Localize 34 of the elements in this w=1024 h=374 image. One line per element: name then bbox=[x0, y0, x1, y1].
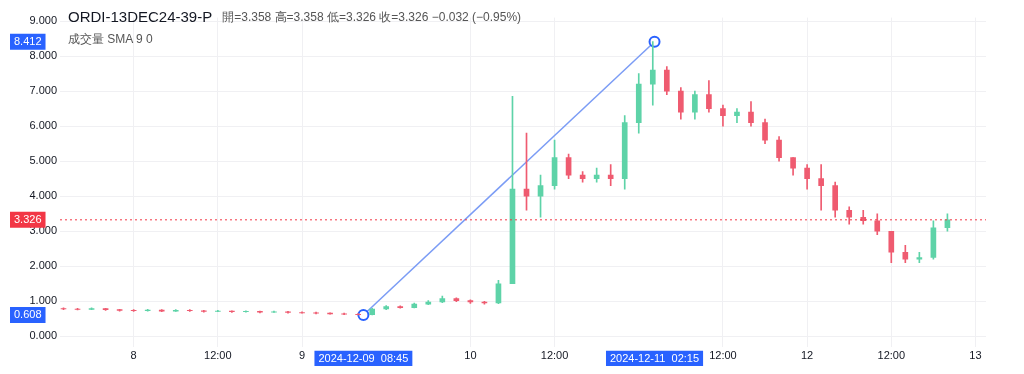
annotation: 成交量 SMA 9 0 bbox=[68, 32, 154, 47]
y-tick-label: 1.000 bbox=[29, 294, 57, 307]
y-tick-label: 5.000 bbox=[29, 154, 57, 167]
text: 2024-12-11 02:15 bbox=[609, 351, 700, 364]
text: 0.608 bbox=[14, 308, 42, 321]
candlestick bbox=[818, 164, 824, 211]
y-tick-label: 6.000 bbox=[29, 119, 57, 132]
candlestick bbox=[327, 312, 333, 315]
y-tick-label: 2.000 bbox=[29, 259, 57, 272]
x-tick-label: 10 bbox=[464, 349, 477, 362]
candlestick bbox=[649, 41, 656, 106]
y-tick-label: 9.000 bbox=[29, 14, 57, 27]
x-tick-label: 8 bbox=[130, 349, 137, 362]
ref-line-label: 3.326 bbox=[14, 212, 42, 225]
candlestick bbox=[607, 164, 614, 187]
x-tick-label: 12:00 bbox=[540, 349, 569, 362]
y-tick-label: 7.000 bbox=[29, 84, 57, 97]
x-tick-label: 12:00 bbox=[204, 349, 232, 362]
y-tick-label: 4.000 bbox=[29, 189, 57, 202]
x-tick-label: 12 bbox=[800, 349, 814, 362]
x-tick-label: 13 bbox=[969, 349, 982, 362]
candlestick bbox=[229, 310, 235, 313]
text: 2024-12-09 08:45 bbox=[318, 351, 409, 364]
x-tick-label: 9 bbox=[298, 349, 306, 362]
y-tick-label: 0.000 bbox=[29, 329, 57, 342]
y-tick-label: 8.000 bbox=[29, 49, 57, 62]
text: 8.412 bbox=[14, 34, 42, 47]
candlestick bbox=[734, 108, 740, 123]
candlestick bbox=[186, 309, 193, 312]
candlestick bbox=[299, 311, 305, 314]
chart-title: ORDI-13DEC24-39-P bbox=[68, 8, 213, 26]
annotation: 開=3.358 高=3.358 低=3.326 收=3.326 −0.032 (−0.95%) bbox=[222, 10, 522, 25]
x-tick-label: 12:00 bbox=[709, 349, 737, 362]
x-tick-label: 12:00 bbox=[877, 349, 906, 362]
